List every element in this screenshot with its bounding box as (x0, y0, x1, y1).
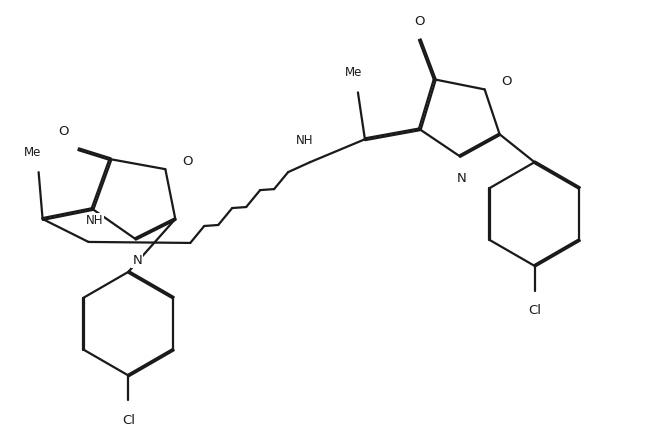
Text: Me: Me (345, 66, 363, 79)
Text: N: N (457, 172, 467, 185)
Text: NH: NH (86, 214, 103, 226)
Text: O: O (58, 125, 69, 138)
Text: Cl: Cl (122, 414, 135, 427)
Text: Cl: Cl (528, 304, 541, 317)
Text: Me: Me (24, 146, 42, 159)
Text: O: O (415, 15, 425, 28)
Text: O: O (182, 155, 193, 168)
Text: NH: NH (297, 134, 314, 147)
Text: O: O (502, 75, 512, 88)
Text: N: N (132, 254, 142, 267)
